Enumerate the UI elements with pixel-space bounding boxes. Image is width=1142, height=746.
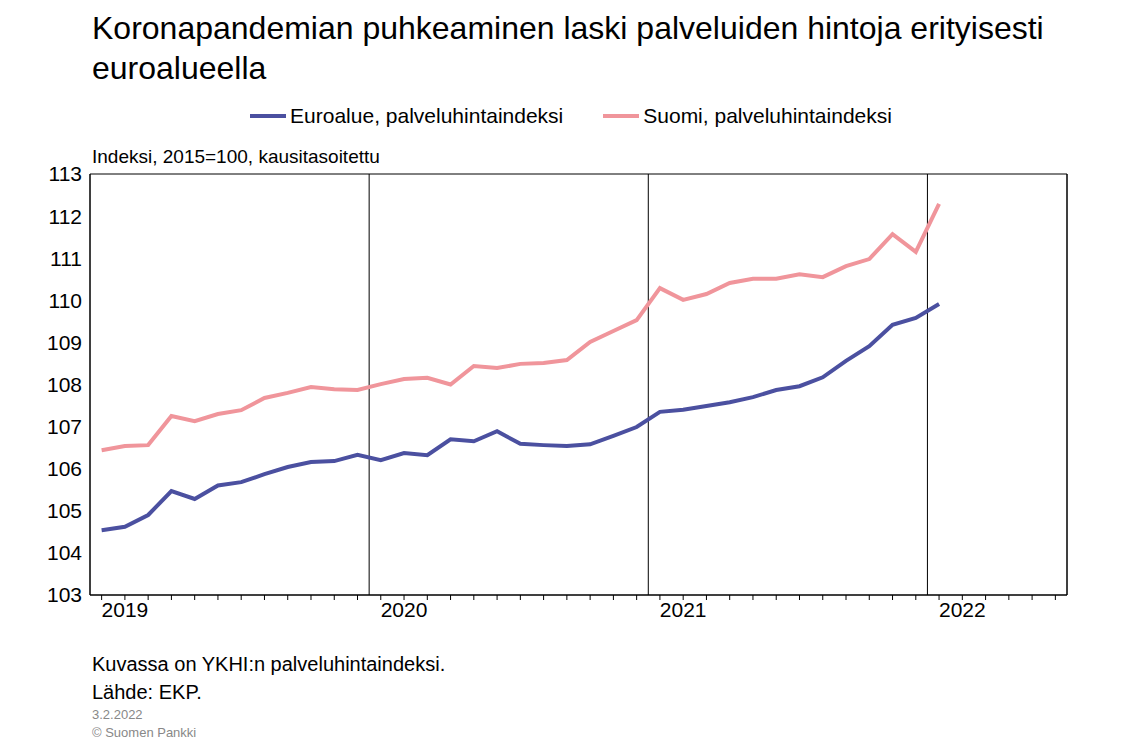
svg-text:2019: 2019 — [102, 598, 149, 621]
html-text:Indeksi, 2015=100, kausitasoit: Indeksi, 2015=100, kausitasoitettu — [92, 146, 380, 167]
svg-text:109: 109 — [47, 331, 82, 354]
html-text:Lähde: EKP.: Lähde: EKP. — [92, 681, 202, 703]
svg-text:113: 113 — [49, 162, 82, 185]
svg-text:103: 103 — [47, 583, 82, 606]
svg-text:112: 112 — [49, 205, 82, 228]
html-text:Koronapandemian puhkeaminen la: Koronapandemian puhkeaminen laski palvel… — [92, 10, 1044, 86]
html-text:Suomi, palveluhintaindeksi: Suomi, palveluhintaindeksi — [643, 104, 892, 127]
html-text:Euroalue, palveluhintaindeksi: Euroalue, palveluhintaindeksi — [290, 104, 564, 127]
svg-text:106: 106 — [47, 457, 82, 480]
svg-text:108: 108 — [47, 373, 82, 396]
svg-text:111: 111 — [50, 247, 82, 270]
html-text:3.2.2022: 3.2.2022 — [92, 707, 143, 722]
html-text:© Suomen Pankki: © Suomen Pankki — [92, 725, 197, 740]
svg-text:2020: 2020 — [381, 598, 428, 621]
svg-text:2021: 2021 — [660, 598, 707, 621]
svg-text:110: 110 — [49, 289, 82, 312]
svg-text:105: 105 — [47, 499, 82, 522]
svg-text:2022: 2022 — [939, 598, 986, 621]
svg-text:104: 104 — [47, 541, 82, 564]
html-text:Kuvassa on YKHI:n palveluhinta: Kuvassa on YKHI:n palveluhintaindeksi. — [92, 653, 446, 675]
svg-text:107: 107 — [47, 415, 82, 438]
